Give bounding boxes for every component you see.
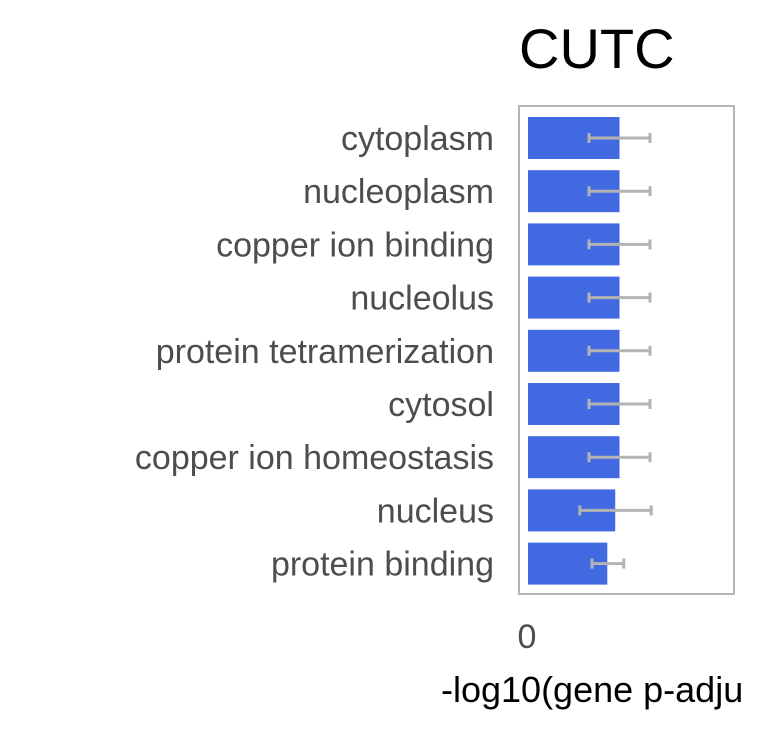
category-label: protein tetramerization xyxy=(156,333,494,371)
error-bar xyxy=(587,133,652,143)
x-ticks: 0 xyxy=(518,618,537,656)
category-label: cytosol xyxy=(388,386,494,424)
category-label: protein binding xyxy=(271,546,494,584)
category-label: nucleolus xyxy=(350,280,494,318)
error-bar xyxy=(587,292,652,303)
category-label: copper ion homeostasis xyxy=(135,439,494,477)
error-bar xyxy=(587,345,652,356)
error-bar xyxy=(587,452,652,463)
error-bar xyxy=(587,239,652,250)
category-label: copper ion binding xyxy=(216,226,494,264)
bars-layer xyxy=(528,117,653,585)
x-axis-label: -log10(gene p-adju xyxy=(441,669,743,710)
error-bar xyxy=(578,505,653,516)
chart-title: CUTC xyxy=(519,17,675,80)
plot-frame xyxy=(518,105,735,595)
category-label: nucleoplasm xyxy=(303,173,494,211)
error-bar xyxy=(587,399,652,409)
error-bar xyxy=(590,558,626,569)
category-label: nucleus xyxy=(377,492,494,530)
error-bar xyxy=(587,186,652,197)
category-label: cytoplasm xyxy=(341,120,494,158)
x-tick-label: 0 xyxy=(518,618,537,656)
category-labels: cytoplasm nucleoplasm copper ion binding nu… xyxy=(135,120,494,584)
